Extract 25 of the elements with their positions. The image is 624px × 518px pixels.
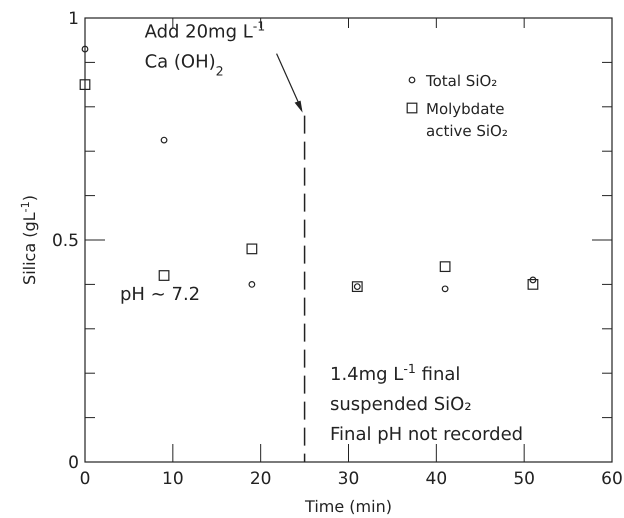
text: Add 20mg L$^{-1}$ Ca (OH)$_{2}$	[144, 18, 266, 78]
legend-label: Molybdate active SiO₂	[426, 100, 508, 140]
x-tick-label: 60	[601, 469, 623, 489]
point	[248, 281, 256, 288]
point	[246, 243, 258, 254]
annotation: pH ~ 7.2	[120, 284, 200, 305]
point	[80, 79, 90, 90]
x-tick-label: 50	[513, 469, 535, 489]
x-tick-label: 10	[162, 469, 184, 489]
x-axis-title: Time (min)	[304, 497, 392, 516]
y-tick-label: 1	[68, 9, 79, 29]
x-tick-label: 20	[250, 469, 272, 489]
point	[160, 136, 168, 144]
legend-label: Total SiO₂	[425, 72, 498, 90]
y-tick-label: 0	[68, 453, 79, 473]
point	[82, 46, 88, 52]
point	[158, 270, 170, 281]
point	[528, 279, 538, 290]
x-tick-label: 30	[338, 469, 360, 489]
point	[442, 285, 449, 292]
annotation: 1.4mg L$^{-1}$ final suspended SiO₂ Final pH not recorded	[330, 360, 524, 445]
point	[530, 276, 536, 284]
y-tick-label: 0.5	[52, 231, 79, 251]
x-tick-label: 40	[426, 469, 448, 489]
point	[440, 261, 451, 272]
